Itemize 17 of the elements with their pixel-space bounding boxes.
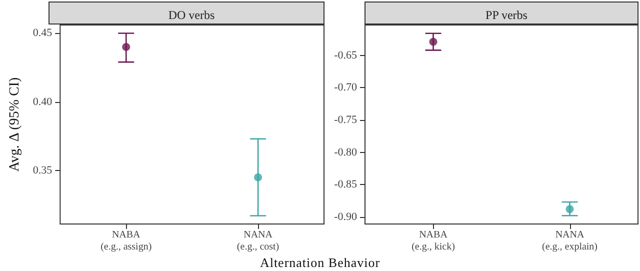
chart-title: PP verbs xyxy=(486,8,528,22)
x-tick-label: NANA (e.g., explain) xyxy=(542,230,598,252)
y-axis-title: Avg. Δ (95% CI) xyxy=(8,77,22,172)
x-axis-title: Alternation Behavior xyxy=(258,255,382,270)
x-tick-label: NANA (e.g., cost) xyxy=(236,230,280,252)
y-tick-label: -0.75 xyxy=(334,114,358,126)
y-tick-label: 0.45 xyxy=(32,27,53,40)
y-tick-label: -0.70 xyxy=(334,82,358,94)
y-tick-label: 0.40 xyxy=(32,96,53,108)
chart-title: DO verbs xyxy=(168,8,215,22)
y-tick-label: -0.65 xyxy=(334,49,358,62)
y-tick-label: -0.80 xyxy=(334,146,358,158)
x-tick-label: NABA (e.g., kick) xyxy=(412,230,455,252)
y-tick-label: -0.90 xyxy=(334,210,358,223)
y-tick-label: 0.35 xyxy=(32,164,53,176)
x-tick-label: NABA (e.g., assign) xyxy=(100,230,152,252)
y-tick-label: -0.85 xyxy=(334,178,358,191)
